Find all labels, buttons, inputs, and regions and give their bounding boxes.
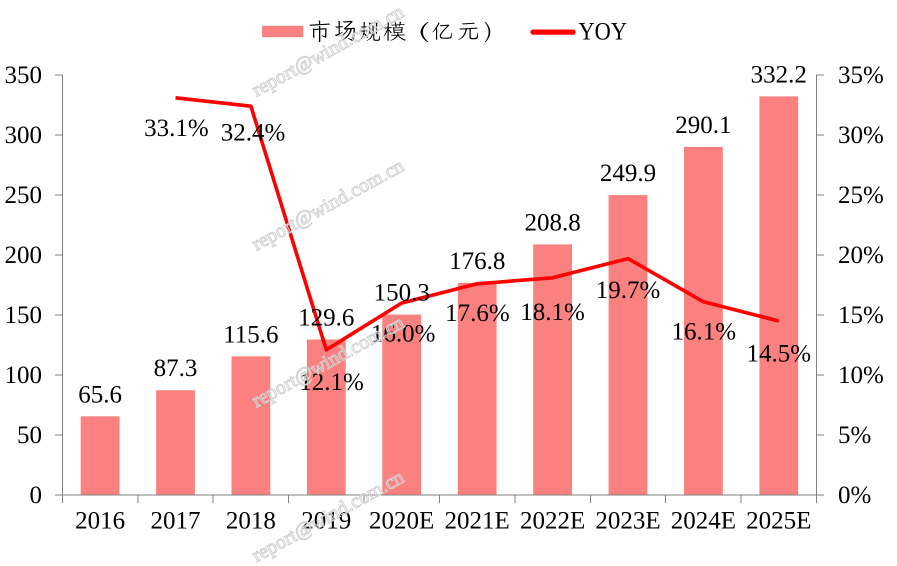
svg-text:129.6: 129.6 [298,305,354,332]
svg-text:100: 100 [5,362,43,389]
svg-text:2018: 2018 [226,508,276,535]
svg-text:350: 350 [5,62,43,89]
svg-text:32.4%: 32.4% [221,120,286,147]
svg-text:14.5%: 14.5% [747,341,812,368]
svg-text:18.1%: 18.1% [520,299,585,326]
svg-text:16.0%: 16.0% [371,320,436,347]
svg-text:33.1%: 33.1% [144,115,209,142]
svg-text:2016: 2016 [75,508,125,535]
svg-text:2025E: 2025E [746,508,811,535]
svg-text:20%: 20% [838,242,884,269]
svg-text:0: 0 [30,482,43,509]
svg-text:150: 150 [5,302,43,329]
svg-text:200: 200 [5,242,43,269]
svg-text:0%: 0% [838,482,871,509]
svg-text:2020E: 2020E [369,508,434,535]
svg-text:65.6: 65.6 [78,381,122,408]
svg-text:2017: 2017 [151,508,201,535]
svg-text:208.8: 208.8 [524,209,580,236]
svg-text:15%: 15% [838,302,884,329]
svg-text:2024E: 2024E [671,508,736,535]
svg-text:19.7%: 19.7% [596,277,661,304]
svg-text:5%: 5% [838,422,871,449]
svg-text:17.6%: 17.6% [445,300,510,327]
svg-text:2023E: 2023E [595,508,660,535]
svg-text:290.1: 290.1 [675,112,731,139]
svg-text:16.1%: 16.1% [672,319,737,346]
svg-text:87.3: 87.3 [154,355,198,382]
svg-text:250: 250 [5,182,43,209]
svg-text:2022E: 2022E [520,508,585,535]
svg-text:332.2: 332.2 [751,61,807,88]
svg-text:25%: 25% [838,182,884,209]
svg-text:115.6: 115.6 [223,321,278,348]
svg-text:10%: 10% [838,362,884,389]
svg-text:300: 300 [5,122,43,149]
svg-text:249.9: 249.9 [600,160,656,187]
svg-text:2021E: 2021E [445,508,510,535]
svg-text:35%: 35% [838,62,884,89]
svg-text:50: 50 [17,422,42,449]
svg-text:150.3: 150.3 [374,280,430,307]
svg-text:2019: 2019 [301,508,351,535]
svg-text:YOY: YOY [579,19,628,46]
svg-text:176.8: 176.8 [449,248,505,275]
svg-text:30%: 30% [838,122,884,149]
svg-text:12.1%: 12.1% [299,369,364,396]
